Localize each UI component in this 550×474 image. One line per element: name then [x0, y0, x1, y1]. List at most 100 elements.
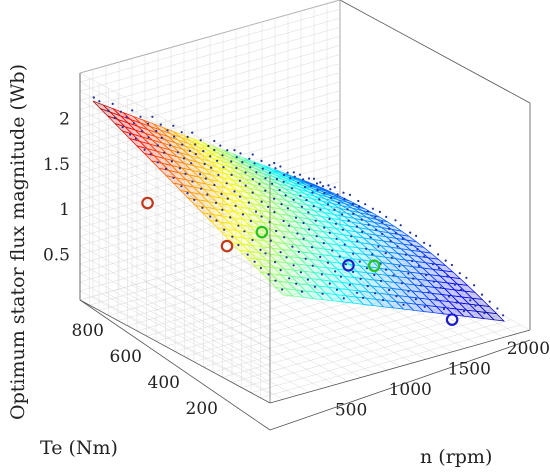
- data-point: [292, 171, 295, 174]
- data-point: [156, 144, 159, 147]
- data-point: [255, 171, 258, 174]
- data-point: [253, 162, 256, 165]
- data-point: [335, 237, 338, 240]
- data-point: [378, 210, 381, 213]
- data-point: [281, 288, 284, 291]
- data-point: [264, 177, 267, 180]
- data-point: [450, 263, 453, 267]
- data-point: [259, 266, 262, 270]
- data-point: [318, 198, 321, 201]
- data-point: [180, 185, 183, 188]
- data-point: [279, 165, 282, 168]
- data-point: [294, 216, 298, 219]
- data-point: [308, 228, 311, 231]
- grid-line: [79, 135, 341, 210]
- data-point: [304, 257, 307, 260]
- data-point: [396, 245, 399, 248]
- data-point: [302, 237, 305, 240]
- x-tick-label: 1500: [448, 360, 491, 380]
- data-point: [280, 203, 283, 206]
- data-point: [283, 236, 286, 239]
- data-point: [348, 193, 352, 196]
- data-point: [371, 253, 374, 256]
- data-point: [217, 173, 220, 176]
- data-point: [186, 192, 189, 195]
- grid-line: [79, 90, 341, 165]
- data-point: [362, 296, 365, 299]
- data-point: [188, 149, 191, 152]
- data-point: [213, 139, 216, 143]
- data-point: [288, 224, 291, 227]
- data-point: [261, 167, 264, 170]
- box-edge: [79, 299, 271, 404]
- data-point: [149, 153, 152, 156]
- data-point: [230, 173, 233, 176]
- data-point: [360, 218, 363, 221]
- tick-labels: 500 1000 1500 2000 200 400 600 800 0.5 1 1.5 2: [43, 109, 550, 420]
- marker-circle: [141, 196, 154, 210]
- data-point: [290, 187, 294, 190]
- data-point: [113, 116, 116, 119]
- data-point: [402, 303, 405, 306]
- grid-line: [79, 72, 341, 146]
- data-point: [251, 153, 254, 156]
- grid-line: [79, 208, 271, 313]
- data-point: [419, 284, 423, 287]
- grid-line: [79, 81, 271, 186]
- data-point: [186, 135, 189, 138]
- data-point: [260, 159, 263, 162]
- grid-line: [79, 181, 271, 286]
- data-point: [375, 228, 378, 231]
- data-point: [366, 285, 369, 288]
- data-point: [361, 230, 364, 233]
- data-point: [151, 115, 154, 118]
- grid-line: [79, 45, 341, 119]
- grid-line: [105, 292, 297, 396]
- data-point: [337, 201, 340, 204]
- data-point: [289, 177, 292, 180]
- y-tick-label: 400: [148, 373, 180, 393]
- data-point: [300, 205, 303, 208]
- data-point: [210, 166, 213, 169]
- data-point: [366, 210, 369, 213]
- data-point: [193, 198, 196, 201]
- grid-line: [79, 190, 271, 295]
- grid-line: [79, 254, 271, 358]
- data-point: [427, 291, 430, 294]
- data-point: [273, 197, 276, 200]
- data-point: [222, 166, 225, 169]
- data-point: [409, 231, 412, 234]
- data-point: [326, 261, 330, 264]
- data-point: [314, 219, 317, 222]
- data-point: [254, 210, 258, 213]
- data-point: [462, 310, 465, 313]
- data-point: [191, 131, 194, 134]
- data-point: [341, 228, 344, 231]
- box-edge: [269, 329, 531, 404]
- data-point: [446, 275, 449, 278]
- data-point: [267, 273, 270, 276]
- data-point: [312, 177, 316, 180]
- data-point: [178, 167, 181, 170]
- data-point: [247, 201, 250, 204]
- data-point: [235, 156, 238, 159]
- grid-line: [79, 63, 341, 137]
- data-point: [194, 153, 197, 156]
- data-point: [407, 290, 410, 293]
- data-point: [367, 223, 370, 226]
- grid-line: [79, 0, 341, 74]
- data-point: [282, 180, 285, 183]
- data-point: [395, 295, 398, 298]
- data-point: [164, 167, 167, 170]
- data-point: [343, 197, 346, 200]
- grid-line: [300, 237, 492, 342]
- data-point: [169, 144, 172, 147]
- data-point: [253, 260, 256, 263]
- data-point: [243, 230, 246, 233]
- grid-line: [209, 263, 401, 367]
- data-point: [244, 184, 247, 187]
- y-axis-label: Te (Nm): [40, 437, 118, 459]
- data-point: [389, 239, 392, 243]
- data-point: [251, 238, 254, 242]
- data-point: [125, 116, 128, 119]
